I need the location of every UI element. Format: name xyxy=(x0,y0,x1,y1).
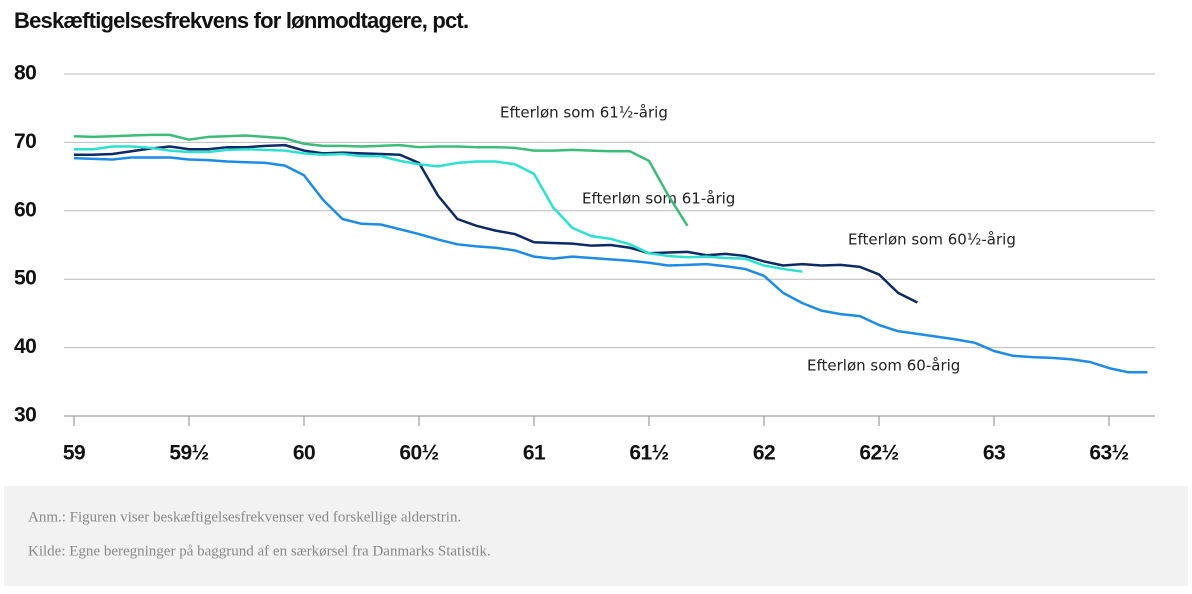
series-label: Efterløn som 61½-årig xyxy=(500,104,668,122)
x-tick-label: 59 xyxy=(63,442,85,465)
y-tick-label: 30 xyxy=(14,404,36,427)
series-line xyxy=(73,133,689,227)
y-tick-label: 40 xyxy=(14,335,36,358)
note: Anm.: Figuren viser beskæftigelsesfrekve… xyxy=(28,509,461,525)
y-tick-label: 70 xyxy=(14,130,36,153)
series-label: Efterløn som 60-årig xyxy=(807,357,960,375)
y-tick-label: 60 xyxy=(14,198,36,221)
series-label: Efterløn som 60½-årig xyxy=(848,231,1016,249)
x-tick-label: 61½ xyxy=(629,442,668,465)
note: Kilde: Egne beregninger på baggrund af e… xyxy=(28,543,491,559)
y-tick-label: 80 xyxy=(14,62,36,85)
x-tick-label: 63 xyxy=(983,442,1005,465)
x-tick-label: 62 xyxy=(753,442,775,465)
series-line xyxy=(74,145,803,273)
x-tick-label: 60½ xyxy=(399,442,438,465)
x-tick-label: 63½ xyxy=(1089,442,1128,465)
series-line xyxy=(73,156,1148,374)
series-label: Efterløn som 61-årig xyxy=(582,190,735,208)
x-tick-label: 62½ xyxy=(859,442,898,465)
x-tick-label: 61 xyxy=(523,442,546,465)
y-tick-label: 50 xyxy=(14,267,36,290)
x-tick-label: 59½ xyxy=(169,442,208,465)
chart-title: Beskæftigelsesfrekvens for lønmodtagere,… xyxy=(14,8,468,33)
series-line xyxy=(74,143,918,304)
notes-box xyxy=(4,486,1188,586)
x-tick-label: 60 xyxy=(293,442,315,465)
